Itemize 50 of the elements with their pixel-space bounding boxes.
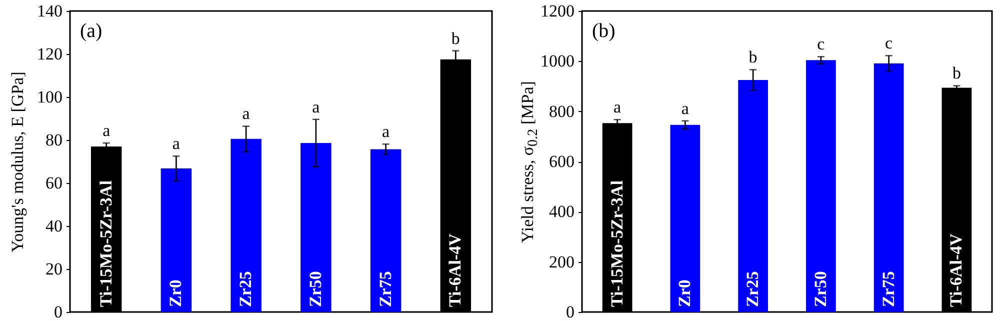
x-tick-label: Zr75 xyxy=(376,271,395,307)
y-tick-label: 600 xyxy=(549,152,574,171)
y-tick-label: 40 xyxy=(46,216,62,236)
y-tick-label: 60 xyxy=(46,174,62,192)
annotation: a xyxy=(681,98,690,118)
annotation: a xyxy=(172,134,180,154)
y-tick-label: 800 xyxy=(549,102,574,121)
y-tick-label: 400 xyxy=(549,202,574,222)
y-tick-label: 20 xyxy=(46,260,62,278)
annotation: b xyxy=(748,48,758,67)
bar xyxy=(370,149,402,312)
x-tick-label: Zr25 xyxy=(236,271,256,307)
x-tick-label: Ti-15Mo-5Zr-3Al xyxy=(607,180,626,307)
y-tick-label: 80 xyxy=(46,130,62,150)
bar xyxy=(160,168,192,312)
bar xyxy=(806,60,836,312)
y-tick-label: 140 xyxy=(37,2,62,20)
annotation: a xyxy=(242,104,250,124)
y-tick-label: 1000 xyxy=(540,52,574,71)
y-tick-label: 0 xyxy=(566,302,574,321)
x-tick-label: Zr50 xyxy=(810,271,830,307)
chart-title: (b) xyxy=(592,20,616,42)
y-tick-label: 120 xyxy=(37,44,62,64)
bar xyxy=(300,143,332,312)
bar xyxy=(670,124,700,312)
annotation: c xyxy=(885,34,894,53)
annotation: b xyxy=(451,28,460,48)
x-tick-label: Ti-6Al-4V xyxy=(946,232,966,307)
y-tick-label: 200 xyxy=(549,252,574,272)
y-tick-label: 0 xyxy=(54,302,62,321)
annotation: a xyxy=(102,121,111,140)
x-tick-label: Zr25 xyxy=(743,271,762,307)
annotation: a xyxy=(312,97,320,116)
annotation: b xyxy=(952,64,961,83)
y-tick-label: 1200 xyxy=(540,2,574,20)
bar xyxy=(230,138,262,312)
x-tick-label: Zr0 xyxy=(675,280,694,307)
x-tick-label: Ti-15Mo-5Zr-3Al xyxy=(96,180,116,307)
x-tick-label: Zr75 xyxy=(878,271,898,307)
y-tick-label: 100 xyxy=(37,88,62,106)
chart-title: (a) xyxy=(80,20,102,42)
bar xyxy=(874,63,904,312)
annotation: a xyxy=(614,98,622,117)
annotation: c xyxy=(817,34,826,54)
x-tick-label: Zr50 xyxy=(306,271,325,307)
x-tick-label: Ti-6Al-4V xyxy=(446,232,465,307)
annotation: a xyxy=(382,122,390,142)
x-tick-label: Zr0 xyxy=(166,280,186,307)
bar xyxy=(738,80,768,312)
y-axis-title: Young's modulus, E [GPa] xyxy=(8,71,28,252)
